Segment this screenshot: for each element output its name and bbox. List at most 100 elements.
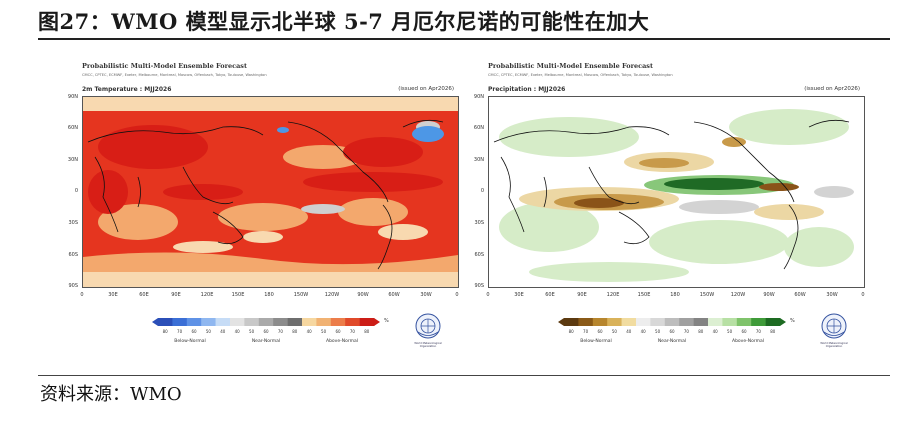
y-tick-label: 30N: [67, 157, 78, 163]
colorbar-tick-label: 80: [162, 329, 168, 334]
x-tick-label: 90E: [577, 292, 587, 298]
y-tick-label: 30N: [473, 157, 484, 163]
colorbar: [558, 318, 786, 326]
colorbar-tick-label: 60: [191, 329, 197, 334]
colorbar-swatch: [664, 318, 680, 326]
colorbar-swatch: [751, 318, 766, 326]
temperature-map: [82, 96, 459, 288]
x-tick-label: 150E: [231, 292, 245, 298]
colorbar-swatch: [722, 318, 738, 326]
wmo-logo-icon: [821, 313, 847, 339]
category-below: Below-Normal: [580, 339, 612, 344]
temperature-panel: Probabilistic Multi-Model Ensemble Forec…: [62, 46, 462, 364]
colorbar-tick-label: 50: [655, 329, 661, 334]
panel-variable: Precipitation : MJJ2026: [488, 86, 566, 93]
x-tick-label: 90E: [171, 292, 181, 298]
y-tick-label: 90N: [67, 94, 78, 100]
category-above: Above-Normal: [325, 339, 359, 344]
colorbar-arrow-left: [152, 318, 158, 326]
title-rule: [38, 38, 890, 40]
x-tick-label: 0: [80, 292, 84, 298]
colorbar-arrow-right: [780, 318, 786, 326]
panel-issued: (issued on Apr2026): [398, 86, 454, 92]
colorbar-swatch: [607, 318, 622, 326]
colorbar-swatch: [158, 318, 173, 326]
x-tick-label: 180: [670, 292, 680, 298]
colorbar-tick-label: 40: [306, 329, 312, 334]
x-tick-label: 120E: [200, 292, 214, 298]
panel-title: Probabilistic Multi-Model Ensemble Forec…: [82, 62, 247, 70]
colorbar: [152, 318, 380, 326]
x-tick-label: 60W: [794, 292, 806, 298]
colorbar-tick-label: 50: [611, 329, 617, 334]
colorbar-tick-label: 80: [568, 329, 574, 334]
colorbar-tick-label: 70: [277, 329, 283, 334]
colorbar-tick-label: 70: [755, 329, 761, 334]
wmo-logo-text: World Meteorological Organization: [414, 342, 442, 349]
colorbar-swatch: [302, 318, 317, 326]
x-tick-label: 150E: [637, 292, 651, 298]
x-tick-label: 60W: [388, 292, 400, 298]
colorbar-tick-label: 60: [335, 329, 341, 334]
y-tick-label: 90S: [474, 283, 484, 289]
x-tick-label: 0: [486, 292, 490, 298]
colorbar-swatch: [736, 318, 752, 326]
colorbar-tick-label: 40: [626, 329, 632, 334]
colorbar-tick-label: 60: [597, 329, 603, 334]
panel-title: Probabilistic Multi-Model Ensemble Forec…: [488, 62, 653, 70]
colorbar-labels: 80 70 60 50 40 40 50 60 70 80 40 50 60 70 80: [152, 329, 380, 337]
colorbar-tick-label: 60: [741, 329, 747, 334]
source-rule: [38, 375, 890, 376]
colorbar-swatch: [679, 318, 694, 326]
colorbar-swatch: [258, 318, 274, 326]
y-tick-label: 30S: [474, 220, 484, 226]
y-tick-label: 0: [480, 188, 484, 194]
colorbar-arrow-left: [558, 318, 564, 326]
colorbar-tick-label: 50: [727, 329, 733, 334]
wmo-logo-text: World Meteorological Organization: [820, 342, 848, 349]
colorbar-swatch: [186, 318, 202, 326]
colorbar-swatch: [215, 318, 231, 326]
precipitation-panel: Probabilistic Multi-Model Ensemble Forec…: [468, 46, 868, 364]
y-tick-label: 60N: [67, 125, 78, 131]
colorbar-tick-label: 80: [292, 329, 298, 334]
colorbar-swatch: [765, 318, 781, 326]
colorbar-swatch: [592, 318, 608, 326]
colorbar-swatch: [230, 318, 245, 326]
colorbar-tick-label: 40: [712, 329, 718, 334]
colorbar-tick-label: 40: [220, 329, 226, 334]
x-tick-label: 60E: [139, 292, 149, 298]
x-tick-label: 30W: [420, 292, 432, 298]
x-tick-label: 120W: [324, 292, 340, 298]
colorbar-swatch: [330, 318, 346, 326]
panel-issued: (issued on Apr2026): [804, 86, 860, 92]
colorbar-swatch: [316, 318, 332, 326]
wmo-logo-icon: [415, 313, 441, 339]
colorbar-tick-label: 50: [249, 329, 255, 334]
colorbar-tick-label: 70: [349, 329, 355, 334]
panel-centers: CMCC, CPTEC, ECMWF, Exeter, Melbourne, M…: [488, 73, 673, 77]
colorbar-tick-label: 70: [683, 329, 689, 334]
x-tick-label: 30E: [108, 292, 118, 298]
colorbar-swatch: [359, 318, 375, 326]
y-tick-label: 90N: [473, 94, 484, 100]
x-tick-label: 0: [455, 292, 459, 298]
category-near: Near-Normal: [657, 339, 687, 344]
colorbar-swatch: [578, 318, 594, 326]
colorbar-tick-label: 40: [640, 329, 646, 334]
colorbar-labels: 80 70 60 50 40 40 50 60 70 80 40 50 60 70 80: [558, 329, 786, 337]
x-tick-label: 30W: [826, 292, 838, 298]
x-tick-label: 120E: [606, 292, 620, 298]
colorbar-swatch: [708, 318, 723, 326]
colorbar-unit: %: [384, 318, 389, 324]
y-tick-label: 60S: [474, 252, 484, 258]
y-tick-label: 90S: [68, 283, 78, 289]
colorbar-tick-label: 60: [669, 329, 675, 334]
category-below: Below-Normal: [174, 339, 206, 344]
colorbar-tick-label: 60: [263, 329, 269, 334]
x-tick-label: 150W: [699, 292, 715, 298]
x-tick-label: 180: [264, 292, 274, 298]
precipitation-map: [488, 96, 865, 288]
colorbar-swatch: [621, 318, 637, 326]
y-tick-label: 0: [74, 188, 78, 194]
